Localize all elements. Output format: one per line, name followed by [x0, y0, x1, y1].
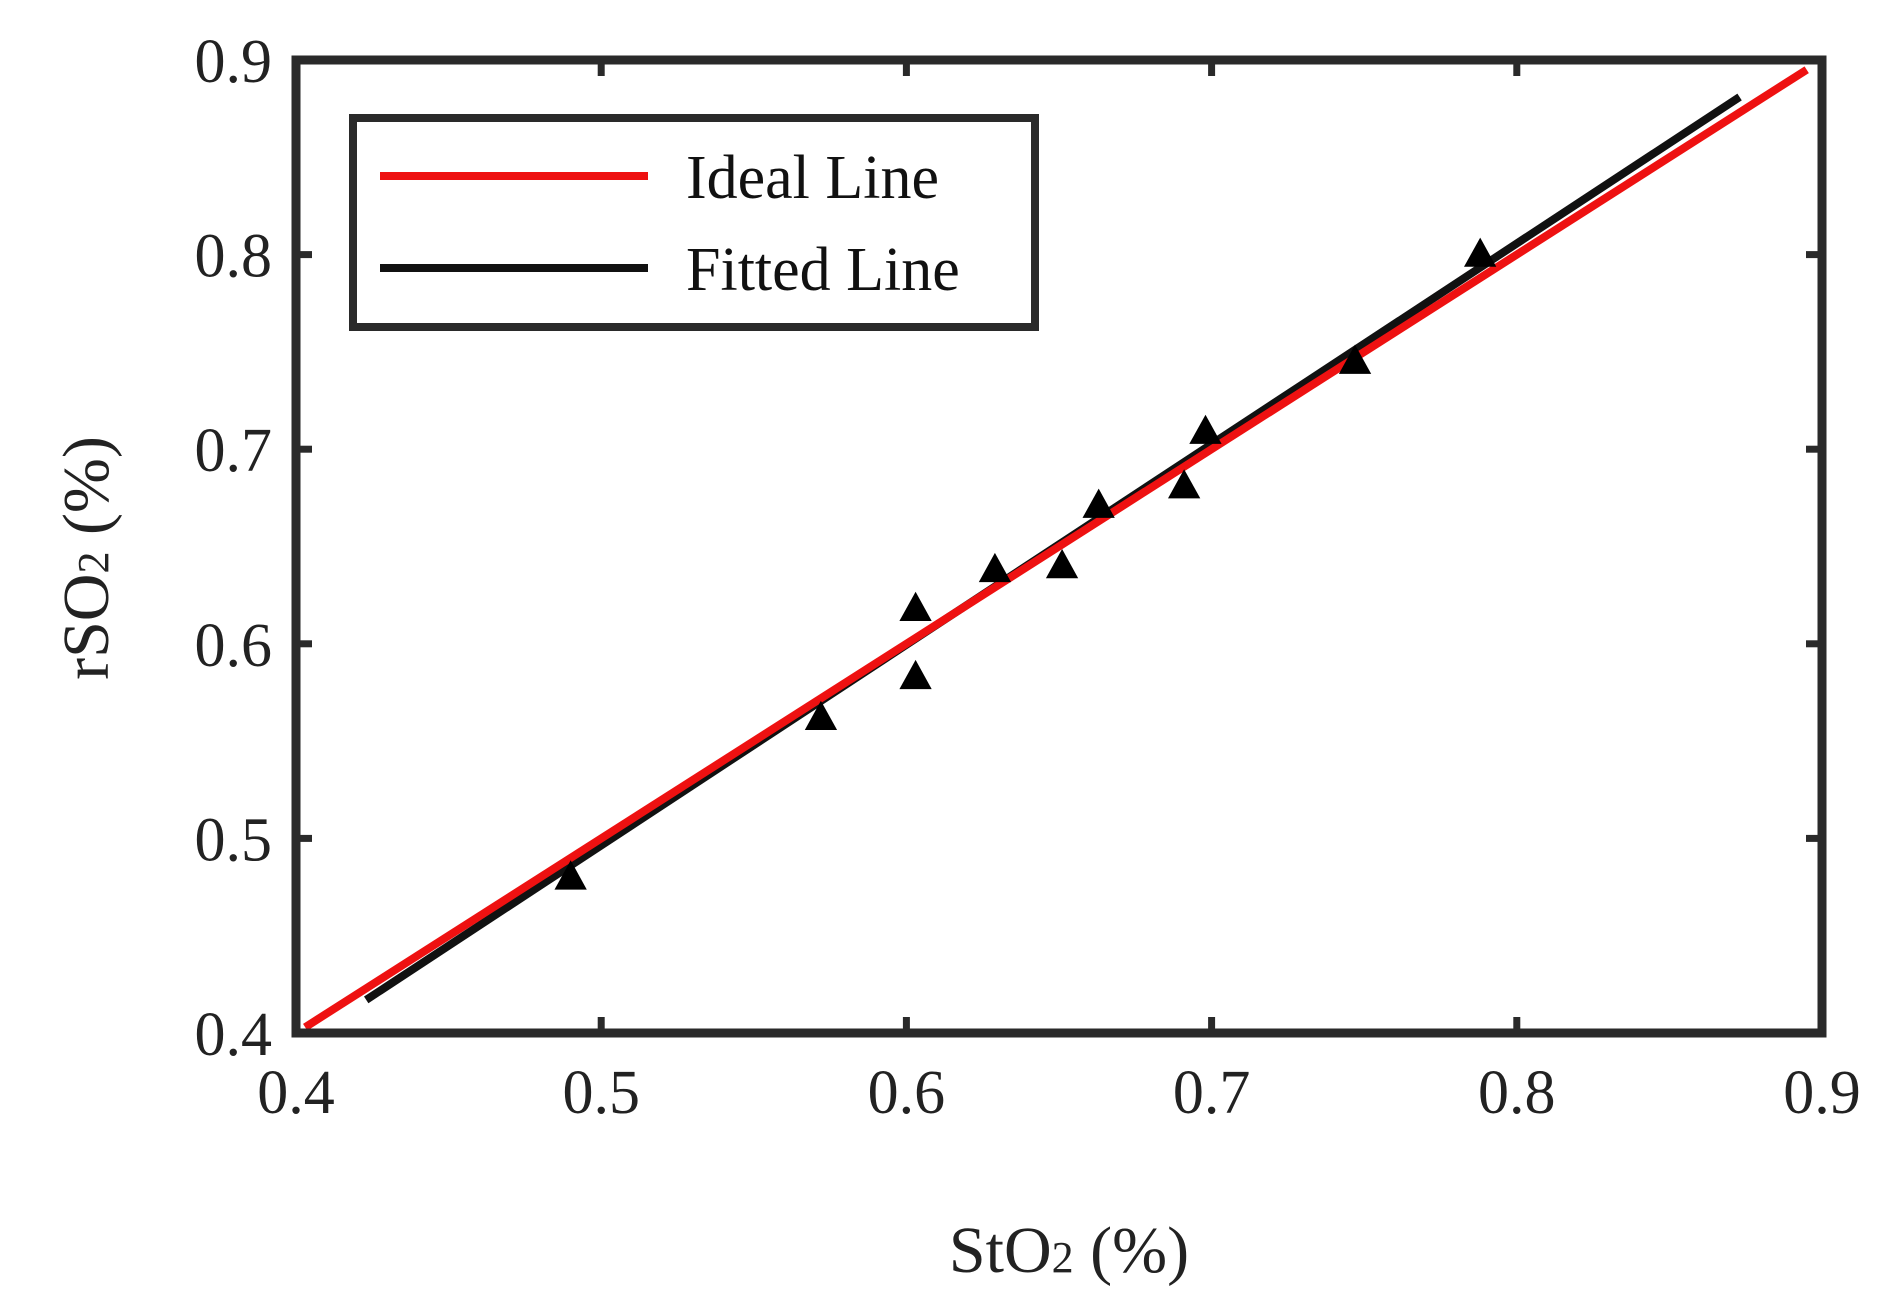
data-point-1	[554, 860, 587, 890]
legend-box	[349, 114, 1039, 331]
x-tick-label-3: 0.7	[1173, 1059, 1251, 1127]
legend: Ideal Line Fitted Line	[349, 114, 1039, 331]
legend-label-fitted-line: Fitted Line	[686, 236, 960, 304]
plot-frame	[291, 55, 1827, 1038]
data-points	[554, 237, 1497, 890]
data-point-11	[1464, 237, 1497, 267]
data-point-3	[899, 591, 932, 621]
x-tick-label-0: 0.4	[257, 1059, 335, 1127]
y-tick-label-5: 0.9	[195, 28, 273, 96]
data-point-6	[1045, 549, 1079, 579]
data-point-5	[978, 552, 1012, 583]
x-tick-label-4: 0.8	[1478, 1059, 1556, 1127]
y-axis-ticks: 0.4 0.5 0.6 0.7 0.8 0.9	[195, 28, 1822, 1069]
data-point-7	[1082, 488, 1115, 518]
x-tick-label-2: 0.6	[868, 1059, 946, 1127]
y-axis-title: rSO2 (%)	[50, 436, 123, 680]
x-axis-title: StO2 (%)	[949, 1214, 1189, 1287]
x-tick-label-1: 0.5	[562, 1059, 640, 1127]
series-line-ideal-line	[303, 66, 1809, 1031]
y-tick-label-3: 0.7	[195, 417, 273, 485]
data-point-2	[804, 700, 838, 730]
data-point-9	[1189, 414, 1222, 444]
y-tick-label-0: 0.4	[195, 1001, 273, 1069]
data-point-4	[899, 659, 932, 690]
y-tick-label-2: 0.6	[195, 612, 273, 680]
data-point-8	[1168, 469, 1201, 499]
axes	[291, 55, 1827, 1038]
series-lines	[303, 66, 1809, 1031]
x-axis-ticks: 0.4 0.5 0.6 0.7 0.8 0.9	[257, 60, 1861, 1127]
y-tick-label-1: 0.5	[195, 806, 273, 874]
x-tick-label-5: 0.9	[1783, 1059, 1861, 1127]
data-point-10	[1338, 344, 1372, 374]
legend-label-ideal-line: Ideal Line	[686, 144, 939, 212]
y-tick-label-4: 0.8	[195, 223, 273, 291]
